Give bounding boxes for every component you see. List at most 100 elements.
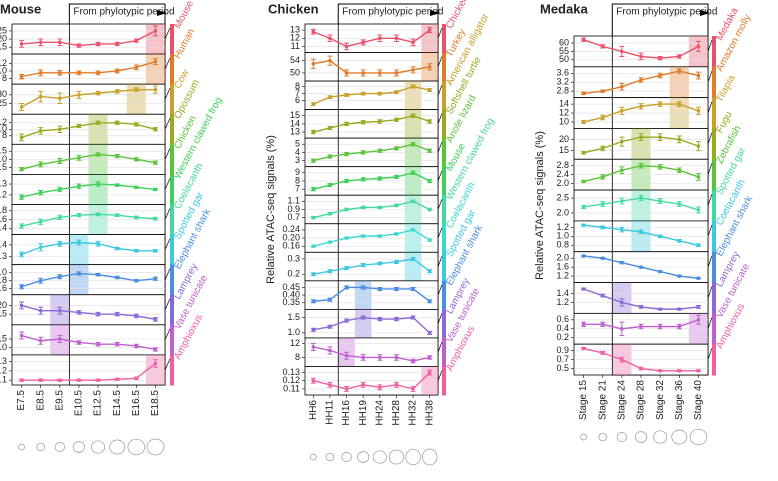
y-tick-label: 10 (559, 116, 569, 126)
embryo-sketch (54, 442, 65, 452)
highlight-band (631, 190, 651, 221)
data-point (639, 196, 643, 200)
y-tick-label: 1.2 (556, 297, 569, 307)
series-line (313, 143, 430, 162)
species-connector (164, 208, 171, 220)
data-point (153, 249, 158, 253)
data-point (311, 272, 316, 277)
data-point (311, 102, 316, 106)
y-tick-label: 13 (290, 126, 300, 136)
species-connector (164, 358, 171, 371)
y-tick-label: 0.9 (556, 345, 569, 355)
species-bar (442, 109, 446, 139)
species-bar (712, 190, 716, 222)
species-connector (164, 88, 171, 100)
data-point (411, 387, 415, 391)
data-point (38, 245, 43, 250)
data-point (153, 29, 158, 33)
data-point (394, 383, 399, 387)
data-point (328, 269, 332, 273)
y-tick-label: 14 (559, 98, 569, 108)
species-bar (442, 366, 446, 396)
row-frame (11, 174, 166, 205)
data-point (344, 93, 349, 97)
y-tick-label: 0.8 (0, 205, 7, 215)
data-point (58, 308, 62, 313)
data-point (620, 357, 624, 362)
x-tick-label: Stage 40 (693, 380, 704, 420)
data-point (311, 158, 316, 163)
data-point (58, 159, 62, 163)
data-point (77, 271, 81, 276)
y-tick-label: 50 (290, 67, 300, 77)
data-point (96, 212, 100, 217)
data-point (19, 224, 24, 228)
data-point (77, 340, 81, 345)
data-point (427, 179, 432, 183)
data-point (696, 109, 701, 113)
y-tick-label: 0.13 (282, 367, 300, 377)
y-tick-label: 8 (2, 130, 7, 140)
species-bar (712, 128, 716, 160)
data-point (153, 317, 158, 322)
data-point (361, 40, 365, 45)
data-point (696, 44, 701, 49)
data-point (394, 90, 399, 94)
species-connector (437, 370, 443, 381)
y-tick-label: 0.6 (0, 283, 7, 293)
data-point (115, 275, 119, 280)
series-line (21, 88, 156, 108)
y-tick-label: 1.2 (556, 222, 569, 232)
species-connector (437, 142, 443, 153)
data-point (658, 269, 662, 274)
data-point (581, 223, 586, 227)
data-point (153, 87, 158, 92)
data-point (344, 236, 349, 240)
data-point (134, 65, 139, 70)
data-point (77, 213, 81, 217)
x-tick-label: Stage 36 (674, 380, 685, 420)
series-line (313, 200, 430, 219)
data-point (344, 266, 349, 270)
highlight-band (145, 54, 165, 85)
species-bar (712, 97, 716, 129)
series-line (313, 286, 431, 302)
panel-title: Medaka (540, 1, 588, 16)
y-tick-label: 13 (290, 24, 300, 34)
series-line (313, 316, 431, 334)
y-tick-label: 1.4 (556, 288, 569, 298)
data-point (696, 243, 701, 248)
species-bar (170, 264, 174, 296)
row-frame (304, 337, 439, 367)
y-tick-label: 0.24 (282, 224, 300, 234)
highlight-band (69, 264, 89, 295)
y-tick-label: 0.35 (282, 297, 300, 307)
y-tick-label: 7 (295, 88, 300, 98)
y-tick-label: 2.4 (556, 169, 569, 179)
embryo-sketch (109, 439, 126, 455)
data-point (620, 300, 624, 305)
data-point (658, 368, 662, 373)
data-point (134, 215, 139, 220)
data-point (38, 338, 43, 343)
embryo-sketch (422, 448, 438, 466)
y-tick-label: 2.8 (556, 160, 569, 170)
data-point (134, 87, 139, 92)
data-point (411, 84, 415, 89)
species-connector (437, 341, 443, 353)
data-point (77, 124, 81, 128)
y-axis-label: Relative ATAC-seq signals (%) (265, 135, 277, 284)
data-point (677, 102, 682, 106)
y-tick-label: 15 (0, 42, 7, 52)
series-line (313, 258, 431, 275)
data-point (394, 36, 399, 41)
y-tick-label: 8 (295, 81, 300, 91)
data-point (58, 127, 62, 132)
series-line (313, 85, 430, 105)
data-point (600, 202, 605, 206)
data-point (411, 170, 415, 175)
y-tick-label: 12 (0, 58, 7, 68)
y-tick-label: 50 (559, 54, 569, 64)
data-point (411, 315, 415, 320)
data-point (38, 308, 43, 313)
